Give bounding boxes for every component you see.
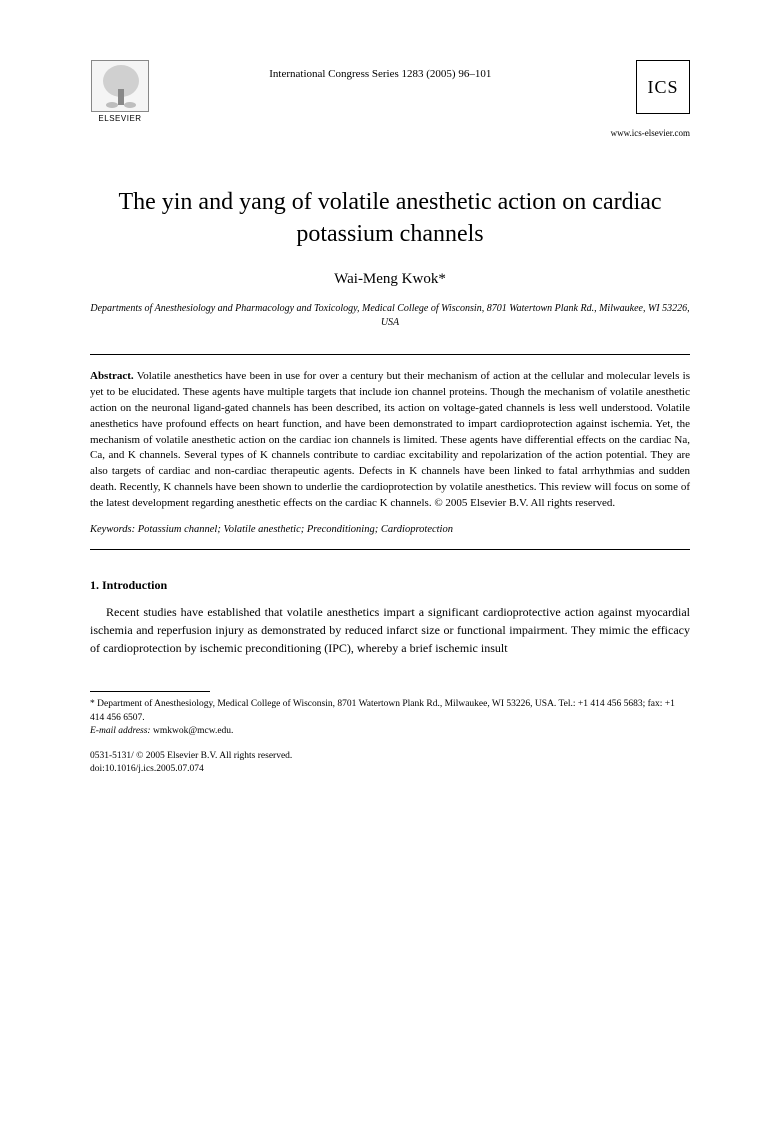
email-label: E-mail address: (90, 726, 151, 736)
author-affiliation: Departments of Anesthesiology and Pharma… (90, 302, 690, 330)
abstract-text: Volatile anesthetics have been in use fo… (90, 370, 690, 510)
section-1-heading: 1. Introduction (90, 578, 690, 593)
ics-block: ICS www.ics-elsevier.com (611, 60, 690, 138)
doi-line: doi:10.1016/j.ics.2005.07.074 (90, 763, 690, 776)
ics-url: www.ics-elsevier.com (611, 128, 690, 138)
keywords-block: Keywords: Potassium channel; Volatile an… (90, 524, 690, 535)
author-name: Wai-Meng Kwok* (90, 271, 690, 288)
copyright-block: 0531-5131/ © 2005 Elsevier B.V. All righ… (90, 750, 690, 777)
keywords-label: Keywords: (90, 524, 135, 535)
divider-top (90, 354, 690, 355)
abstract-block: Abstract. Volatile anesthetics have been… (90, 369, 690, 512)
elsevier-tree-icon (91, 60, 149, 112)
ics-logo: ICS (636, 60, 690, 114)
keywords-text: Potassium channel; Volatile anesthetic; … (138, 524, 453, 535)
email-footnote: E-mail address: wmkwok@mcw.edu. (90, 725, 690, 738)
issn-line: 0531-5131/ © 2005 Elsevier B.V. All righ… (90, 750, 690, 763)
elsevier-label: ELSEVIER (98, 114, 141, 123)
journal-reference: International Congress Series 1283 (2005… (150, 60, 611, 80)
divider-bottom (90, 549, 690, 550)
section-1-paragraph: Recent studies have established that vol… (90, 603, 690, 657)
correspondence-footnote: * Department of Anesthesiology, Medical … (90, 698, 690, 725)
email-address: wmkwok@mcw.edu. (153, 726, 233, 736)
article-title: The yin and yang of volatile anesthetic … (90, 186, 690, 251)
elsevier-logo: ELSEVIER (90, 60, 150, 128)
footnote-divider (90, 691, 210, 692)
header-row: ELSEVIER International Congress Series 1… (90, 60, 690, 138)
abstract-label: Abstract. (90, 370, 134, 382)
